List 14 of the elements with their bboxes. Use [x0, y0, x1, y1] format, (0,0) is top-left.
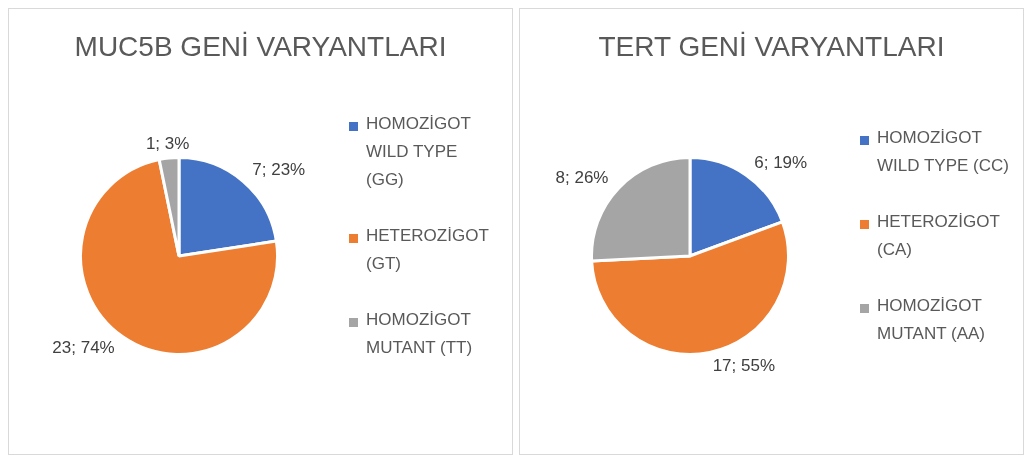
chart-title: MUC5B GENİ VARYANTLARI	[73, 31, 448, 64]
data-label: 1; 3%	[145, 133, 190, 153]
data-label: 23; 74%	[52, 338, 115, 358]
legend-label: HOMOZİGOT WILD TYPE (CC)	[877, 127, 1010, 177]
data-label: 6; 19%	[754, 153, 808, 173]
legend-label: HOMOZİGOT MUTANT (AA)	[877, 295, 986, 345]
legend-label: HETEROZİGOT (CA)	[877, 211, 1001, 261]
legend-label: HETEROZİGOT (GT)	[366, 225, 490, 275]
data-label: 7; 23%	[252, 160, 306, 180]
data-label: 17; 55%	[712, 355, 776, 375]
data-label: 8; 26%	[555, 168, 609, 188]
legend-label: HOMOZİGOT MUTANT (TT)	[366, 309, 474, 359]
chart-title: TERT GENİ VARYANTLARI	[597, 31, 946, 64]
legend-label: HOMOZİGOT WILD TYPE (GG)	[366, 113, 472, 191]
